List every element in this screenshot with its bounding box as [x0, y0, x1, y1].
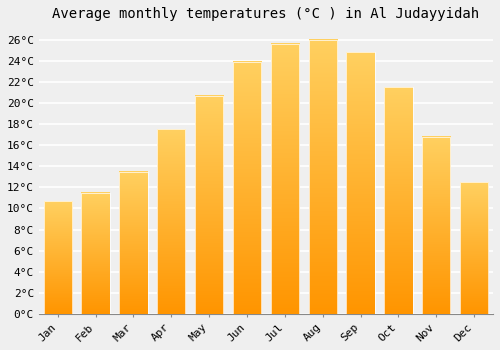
Title: Average monthly temperatures (°C ) in Al Judayyidah: Average monthly temperatures (°C ) in Al… [52, 7, 480, 21]
